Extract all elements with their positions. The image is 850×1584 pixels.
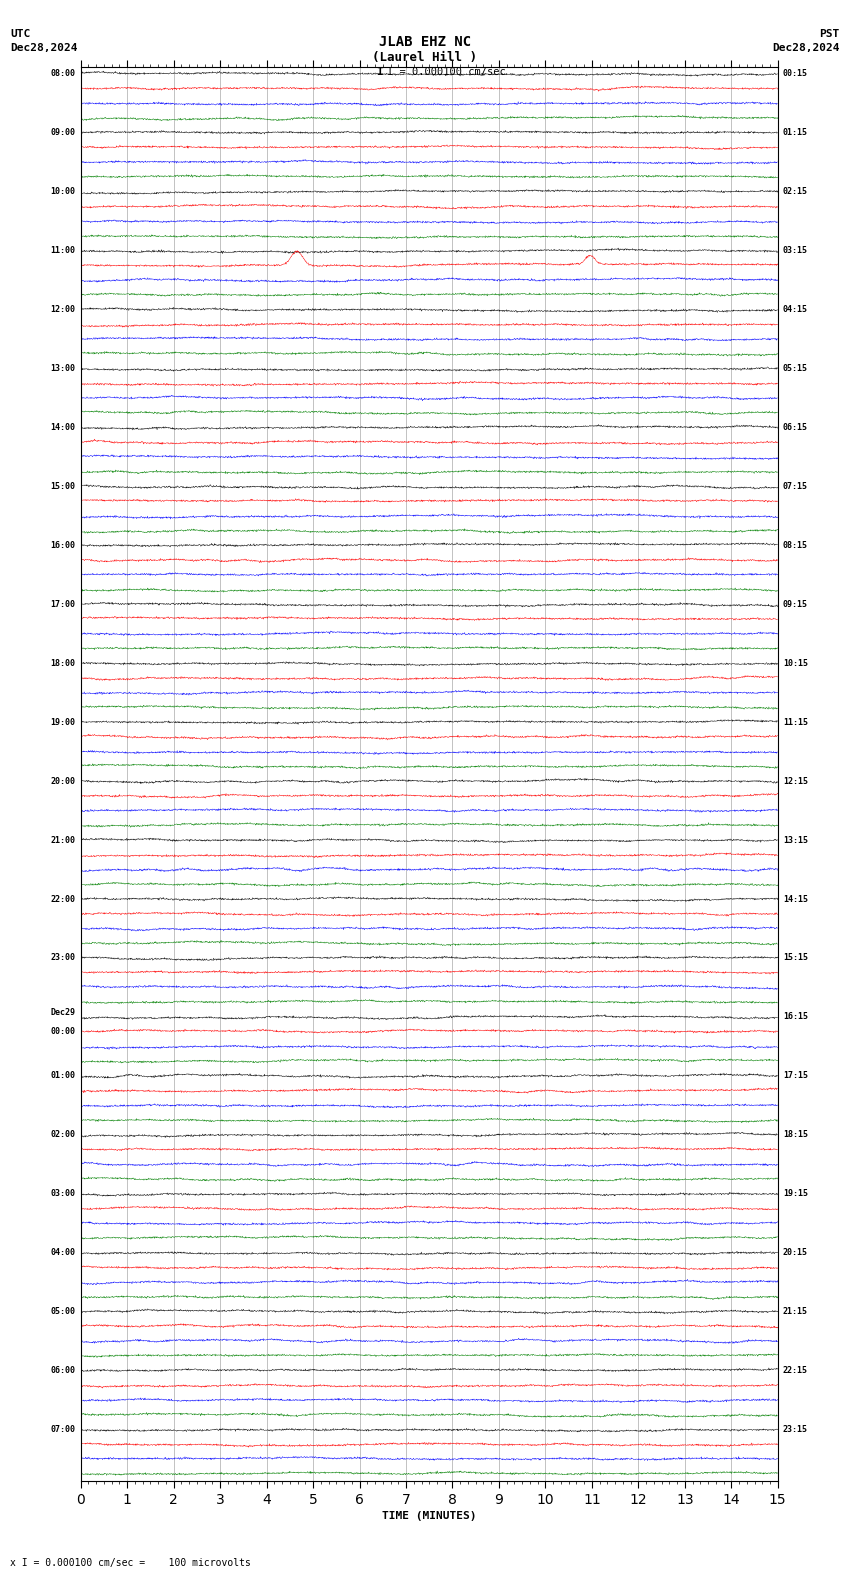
Text: 07:00: 07:00 xyxy=(51,1426,76,1434)
Text: 01:00: 01:00 xyxy=(51,1071,76,1080)
Text: 20:15: 20:15 xyxy=(783,1248,808,1258)
Text: 18:00: 18:00 xyxy=(51,659,76,668)
Text: JLAB EHZ NC: JLAB EHZ NC xyxy=(379,35,471,49)
Text: 06:15: 06:15 xyxy=(783,423,808,432)
Text: 09:15: 09:15 xyxy=(783,600,808,608)
Text: 22:15: 22:15 xyxy=(783,1365,808,1375)
Text: 04:00: 04:00 xyxy=(51,1248,76,1258)
Text: 12:15: 12:15 xyxy=(783,776,808,786)
Text: 23:15: 23:15 xyxy=(783,1426,808,1434)
Text: 14:00: 14:00 xyxy=(51,423,76,432)
Text: 21:15: 21:15 xyxy=(783,1307,808,1316)
Text: 15:15: 15:15 xyxy=(783,954,808,963)
Text: Dec28,2024: Dec28,2024 xyxy=(773,43,840,52)
Text: 13:00: 13:00 xyxy=(51,364,76,374)
Text: 07:15: 07:15 xyxy=(783,482,808,491)
Text: 12:00: 12:00 xyxy=(51,306,76,314)
Text: 03:15: 03:15 xyxy=(783,246,808,255)
Text: 06:00: 06:00 xyxy=(51,1365,76,1375)
Text: 08:00: 08:00 xyxy=(51,70,76,78)
Text: 09:00: 09:00 xyxy=(51,128,76,138)
Text: 11:15: 11:15 xyxy=(783,718,808,727)
Text: x I = 0.000100 cm/sec =    100 microvolts: x I = 0.000100 cm/sec = 100 microvolts xyxy=(10,1559,251,1568)
X-axis label: TIME (MINUTES): TIME (MINUTES) xyxy=(382,1511,477,1521)
Text: 16:00: 16:00 xyxy=(51,540,76,550)
Text: Dec28,2024: Dec28,2024 xyxy=(10,43,77,52)
Text: 23:00: 23:00 xyxy=(51,954,76,963)
Text: 18:15: 18:15 xyxy=(783,1131,808,1139)
Text: 11:00: 11:00 xyxy=(51,246,76,255)
Text: 02:15: 02:15 xyxy=(783,187,808,196)
Text: 13:15: 13:15 xyxy=(783,836,808,844)
Text: I = 0.000100 cm/sec: I = 0.000100 cm/sec xyxy=(387,67,506,76)
Text: (Laurel Hill ): (Laurel Hill ) xyxy=(372,51,478,63)
Text: 00:15: 00:15 xyxy=(783,70,808,78)
Text: 03:00: 03:00 xyxy=(51,1190,76,1198)
Text: I: I xyxy=(376,67,382,76)
Text: UTC: UTC xyxy=(10,29,31,38)
Text: 15:00: 15:00 xyxy=(51,482,76,491)
Text: 10:15: 10:15 xyxy=(783,659,808,668)
Text: 17:00: 17:00 xyxy=(51,600,76,608)
Text: 16:15: 16:15 xyxy=(783,1012,808,1022)
Text: 01:15: 01:15 xyxy=(783,128,808,138)
Text: 21:00: 21:00 xyxy=(51,836,76,844)
Text: 10:00: 10:00 xyxy=(51,187,76,196)
Text: PST: PST xyxy=(819,29,840,38)
Text: 17:15: 17:15 xyxy=(783,1071,808,1080)
Text: 14:15: 14:15 xyxy=(783,895,808,903)
Text: 20:00: 20:00 xyxy=(51,776,76,786)
Text: 08:15: 08:15 xyxy=(783,540,808,550)
Text: 22:00: 22:00 xyxy=(51,895,76,903)
Text: 05:15: 05:15 xyxy=(783,364,808,374)
Text: 00:00: 00:00 xyxy=(51,1026,76,1036)
Text: 02:00: 02:00 xyxy=(51,1131,76,1139)
Text: 05:00: 05:00 xyxy=(51,1307,76,1316)
Text: 04:15: 04:15 xyxy=(783,306,808,314)
Text: 19:00: 19:00 xyxy=(51,718,76,727)
Text: 19:15: 19:15 xyxy=(783,1190,808,1198)
Text: Dec29: Dec29 xyxy=(51,1007,76,1017)
